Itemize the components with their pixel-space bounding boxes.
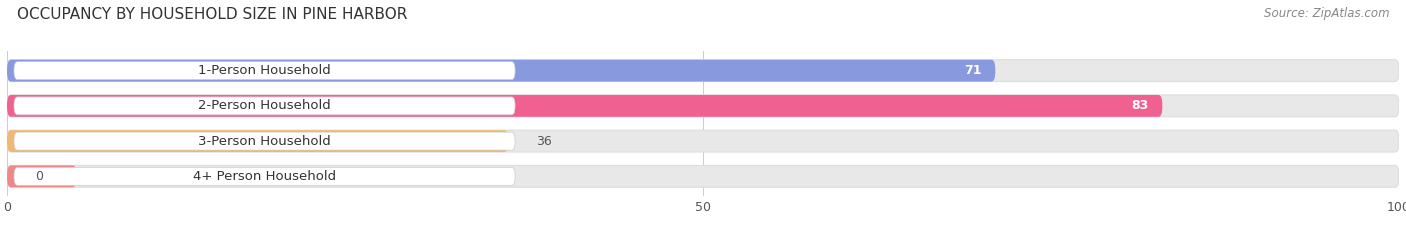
Text: 3-Person Household: 3-Person Household — [198, 135, 330, 148]
Text: 0: 0 — [35, 170, 42, 183]
Text: 2-Person Household: 2-Person Household — [198, 99, 330, 112]
Text: 36: 36 — [536, 135, 551, 148]
FancyBboxPatch shape — [7, 60, 995, 82]
FancyBboxPatch shape — [14, 62, 515, 80]
FancyBboxPatch shape — [7, 165, 1399, 187]
FancyBboxPatch shape — [7, 95, 1163, 117]
FancyBboxPatch shape — [7, 165, 77, 187]
FancyBboxPatch shape — [7, 95, 1399, 117]
FancyBboxPatch shape — [14, 97, 515, 115]
FancyBboxPatch shape — [14, 167, 515, 185]
Text: 83: 83 — [1132, 99, 1149, 112]
FancyBboxPatch shape — [7, 130, 1399, 152]
FancyBboxPatch shape — [14, 132, 515, 150]
Text: 71: 71 — [965, 64, 981, 77]
FancyBboxPatch shape — [7, 60, 1399, 82]
Text: OCCUPANCY BY HOUSEHOLD SIZE IN PINE HARBOR: OCCUPANCY BY HOUSEHOLD SIZE IN PINE HARB… — [17, 7, 408, 22]
Text: 4+ Person Household: 4+ Person Household — [193, 170, 336, 183]
FancyBboxPatch shape — [7, 130, 508, 152]
Text: Source: ZipAtlas.com: Source: ZipAtlas.com — [1264, 7, 1389, 20]
Text: 1-Person Household: 1-Person Household — [198, 64, 330, 77]
